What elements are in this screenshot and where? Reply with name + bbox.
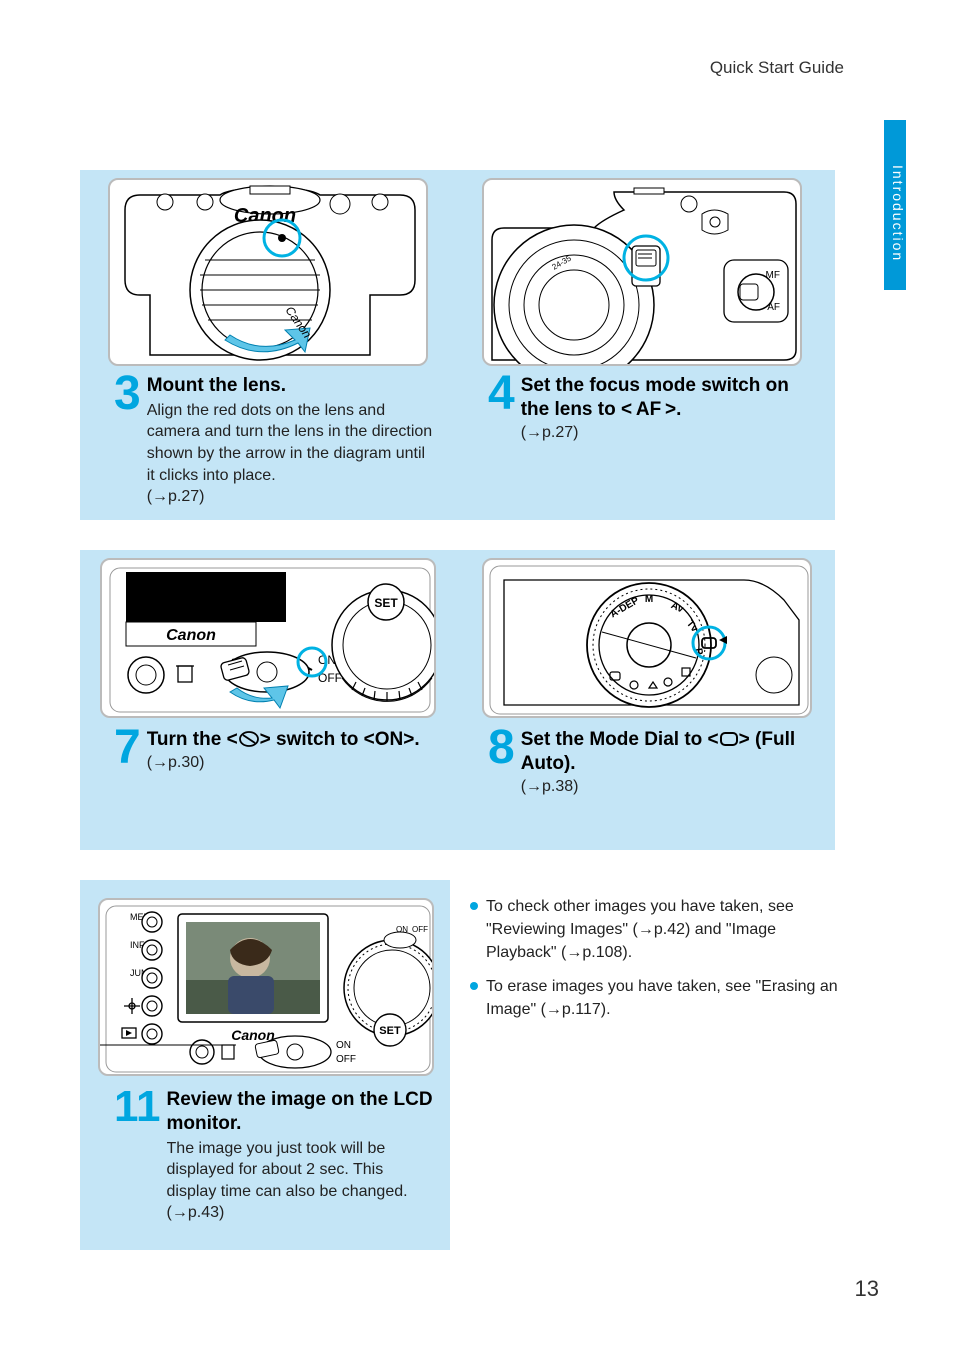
step-3-illustration: Canon Canon — [108, 178, 428, 366]
note-item: To check other images you have taken, se… — [470, 895, 845, 965]
step-7-title: Turn the < > switch to <ON>. — [147, 728, 434, 752]
step-8-illustration: M A-DEP Av Tv P — [482, 558, 812, 718]
step-3-body: Align the red dots on the lens and camer… — [147, 400, 434, 486]
svg-text:OFF: OFF — [336, 1054, 356, 1065]
step-8-text: 8 Set the Mode Dial to <> (Full Auto). (… — [488, 728, 818, 796]
af-label: AF — [767, 302, 780, 313]
step-3-title: Mount the lens. — [147, 374, 434, 398]
step-4-illustration: 24-35 MF AF — [482, 178, 802, 366]
svg-text:Canon: Canon — [166, 627, 216, 644]
svg-text:OFF: OFF — [412, 925, 428, 934]
step-4-ref: (→p.27) — [521, 424, 808, 442]
fullauto-icon — [719, 731, 739, 747]
svg-text:SET: SET — [379, 1025, 401, 1037]
step-8-ref: (→p.38) — [521, 778, 818, 796]
power-icon — [238, 730, 260, 748]
notes-list: To check other images you have taken, se… — [470, 895, 845, 1031]
step-11-title: Review the image on the LCD monitor. — [167, 1088, 434, 1136]
step-4: 24-35 MF AF — [482, 178, 810, 366]
step-11-body: The image you just took will be displaye… — [167, 1138, 434, 1224]
step-7-num: 7 — [114, 728, 141, 769]
step-11-text: 11 Review the image on the LCD monitor. … — [114, 1088, 434, 1224]
step-8: M A-DEP Av Tv P — [482, 558, 822, 718]
step-3-num: 3 — [114, 374, 141, 415]
side-tab: Introduction — [884, 120, 906, 290]
step-3-text: 3 Mount the lens. Align the red dots on … — [114, 374, 434, 506]
page-number: 13 — [855, 1276, 879, 1302]
step-7: Canon ON OFF — [100, 558, 440, 718]
step-11: MENU INFO. JUMP — [98, 898, 438, 1076]
svg-text:M: M — [645, 594, 653, 605]
step-7-text: 7 Turn the < > switch to <ON>. (→p.30) — [114, 728, 434, 772]
step-3-ref: (→p.27) — [147, 488, 434, 506]
step-7-illustration: Canon ON OFF — [100, 558, 436, 718]
svg-text:SET: SET — [374, 596, 398, 610]
step-4-text: 4 Set the focus mode switch on the lens … — [488, 374, 808, 442]
step-7-ref: (→p.30) — [147, 754, 434, 772]
mf-label: MF — [766, 270, 780, 281]
header-title: Quick Start Guide — [710, 58, 844, 78]
step-4-title: Set the focus mode switch on the lens to… — [521, 374, 808, 422]
step-8-title: Set the Mode Dial to <> (Full Auto). — [521, 728, 818, 776]
step-7-title-post: > switch to <ON>. — [260, 729, 420, 750]
step-8-title-pre: Set the Mode Dial to < — [521, 729, 719, 750]
step-11-illustration: MENU INFO. JUMP — [98, 898, 434, 1076]
step-4-num: 4 — [488, 374, 515, 415]
svg-text:ON: ON — [336, 1040, 351, 1051]
step-11-num: 11 — [114, 1088, 161, 1125]
step-7-title-pre: Turn the < — [147, 729, 238, 750]
note-item: To erase images you have taken, see "Era… — [470, 975, 845, 1021]
step-3: Canon Canon — [108, 178, 436, 366]
step-8-num: 8 — [488, 728, 515, 769]
